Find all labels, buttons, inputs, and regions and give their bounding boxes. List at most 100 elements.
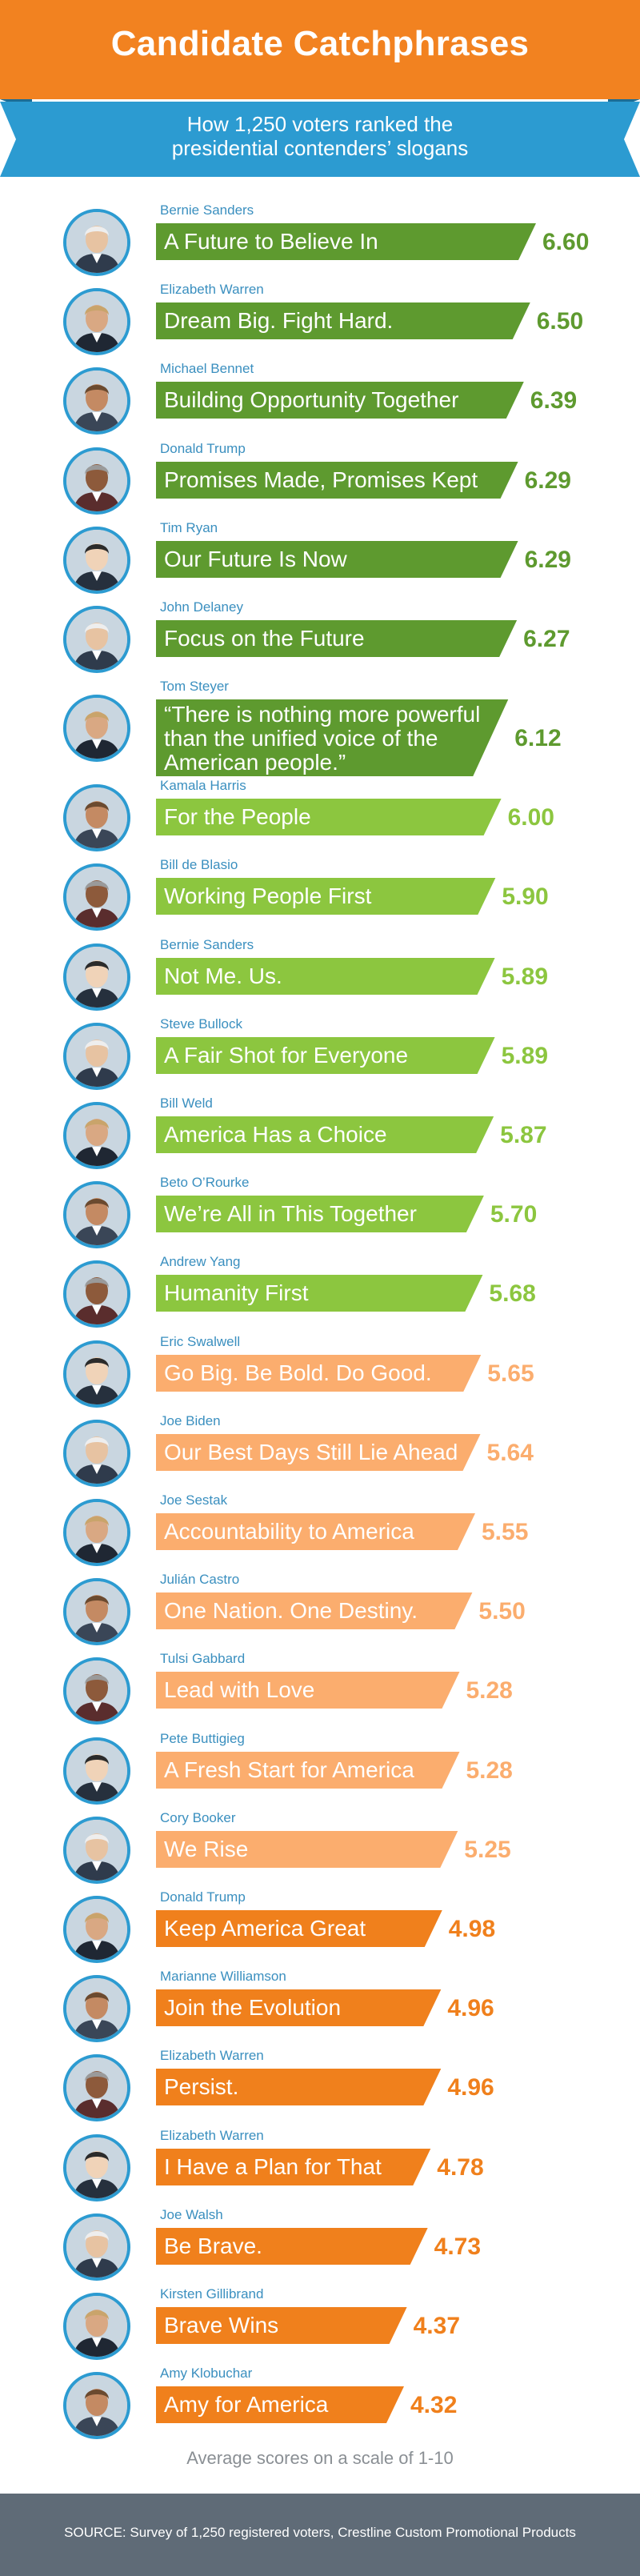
slogan-row: Kirsten Gillibrand Brave Wins 4.37 [0, 2286, 640, 2366]
candidate-name: John Delaney [160, 599, 243, 615]
candidate-portrait-icon [66, 371, 127, 432]
score-bar-shape [156, 1116, 494, 1153]
source-text: SOURCE: Survey of 1,250 registered voter… [64, 2525, 576, 2540]
score-label: 5.70 [490, 1201, 538, 1228]
candidate-name: Amy Klobuchar [160, 2366, 253, 2382]
slogan-row: Elizabeth Warren Persist. 4.96 [0, 2048, 640, 2127]
candidate-name: Joe Walsh [160, 2206, 223, 2222]
candidate-name: Elizabeth Warren [160, 2127, 264, 2143]
score-label: 6.27 [523, 626, 570, 652]
slogan-row: Beto O’Rourke We’re All in This Together 5… [0, 1175, 640, 1254]
slogan-row: Tulsi Gabbard Lead with Love 5.28 [0, 1651, 640, 1730]
score-bar-fill [156, 1910, 442, 1947]
score-label: 6.29 [524, 467, 571, 494]
score-bar: Our Best Days Still Lie Ahead [156, 1433, 481, 1471]
score-label: 5.89 [501, 963, 548, 990]
score-label: 5.65 [487, 1360, 534, 1387]
slogan-row: Michael Bennet Building Opportunity Toget… [0, 361, 640, 440]
score-bar: I Have a Plan for That [156, 2148, 431, 2185]
score-bar-shape [156, 2386, 404, 2424]
score-bar-shape [156, 223, 536, 260]
score-bar: Working People First [156, 878, 496, 915]
score-label: 6.50 [536, 308, 584, 335]
candidate-name: Kamala Harris [160, 778, 246, 794]
slogan-row: Bernie Sanders Not Me. Us. 5.89 [0, 937, 640, 1016]
candidate-photo [63, 943, 130, 1011]
slogan-text: A Fresh Start for America [164, 1757, 414, 1782]
candidate-portrait-icon [66, 787, 127, 849]
candidate-photo [63, 1340, 130, 1408]
candidate-portrait-icon [66, 1740, 127, 1801]
candidate-portrait-icon [66, 1343, 127, 1404]
score-label: 5.89 [501, 1042, 548, 1069]
candidate-portrait-icon [66, 1899, 127, 1960]
slogan-row: Joe Biden Our Best Days Still Lie Ahead 5.… [0, 1413, 640, 1492]
score-bar-shape [156, 2227, 428, 2265]
scale-footnote: Average scores on a scale of 1-10 [186, 2448, 454, 2468]
score-bar: For the People [156, 799, 502, 836]
score-label: 6.39 [530, 387, 578, 415]
page-title: Candidate Catchphrases [110, 24, 530, 63]
candidate-photo [63, 1260, 130, 1328]
score-bar-fill [156, 799, 502, 836]
score-bar-fill [156, 1751, 460, 1789]
score-label: 5.90 [502, 883, 549, 911]
subtitle: How 1,250 voters ranked the presidential… [0, 112, 640, 160]
score-label: 4.37 [413, 2313, 460, 2339]
score-bar-shape [156, 2148, 431, 2185]
slogan-row: Steve Bullock A Fair Shot for Everyone 5.8… [0, 1016, 640, 1096]
candidate-portrait-icon [66, 1422, 127, 1484]
score-bar-fill [156, 1354, 482, 1392]
candidate-photo [63, 2054, 130, 2122]
candidate-name: Eric Swalwell [160, 1333, 241, 1349]
slogan-text: We Rise [164, 1836, 249, 1861]
score-bar-fill [156, 1196, 484, 1233]
slogan-row: John Delaney Focus on the Future 6.27 [0, 599, 640, 679]
candidate-photo [63, 1102, 130, 1169]
score-label: 5.68 [489, 1280, 536, 1308]
score-bar-fill [156, 540, 518, 578]
score-bar-shape [156, 1592, 473, 1630]
slogan-row: Tim Ryan Our Future Is Now 6.29 [0, 520, 640, 599]
slogan-text: America Has a Choice [164, 1122, 387, 1147]
slogan-text: Be Brave. [164, 2233, 262, 2258]
score-bar: Focus on the Future [156, 620, 518, 657]
slogan-text: Persist. [164, 2074, 239, 2100]
candidate-portrait-icon [66, 1661, 127, 1722]
candidate-photo [63, 1896, 130, 1963]
slogan-row: Joe Sestak Accountability to America 5.55 [0, 1492, 640, 1572]
candidate-photo [63, 695, 130, 763]
score-bar: Keep America Great [156, 1910, 442, 1947]
score-bar-shape [156, 1751, 460, 1789]
slogan-row: Marianne Williamson Join the Evolution 4.9… [0, 1969, 640, 2048]
slogan-text: Join the Evolution [164, 1995, 342, 2021]
score-bar-shape [156, 2307, 407, 2344]
candidate-photo [63, 1816, 130, 1884]
candidate-portrait-icon [66, 1819, 127, 1881]
slogan-text: Our Future Is Now [164, 546, 347, 571]
score-label: 6.29 [524, 546, 571, 573]
slogan-text: Our Best Days Still Lie Ahead [164, 1439, 458, 1464]
score-label: 6.60 [542, 229, 590, 255]
score-bar: Amy for America [156, 2386, 404, 2424]
score-bar: America Has a Choice [156, 1116, 494, 1153]
slogan-text: Brave Wins [164, 2313, 279, 2338]
score-bar-fill [156, 2386, 404, 2424]
score-bar-shape [156, 302, 530, 340]
candidate-portrait-icon [66, 609, 127, 670]
score-bar-fill [156, 620, 518, 657]
score-bar: “There is nothing more powerful than the… [156, 699, 509, 777]
score-bar-shape [156, 699, 509, 777]
candidate-portrait-icon [66, 1502, 127, 1563]
subtitle-line: How 1,250 voters ranked the [186, 112, 454, 136]
candidate-name: Julián Castro [160, 1572, 240, 1588]
candidate-portrait-icon [66, 1264, 127, 1325]
score-label: 4.32 [410, 2392, 458, 2419]
candidate-photo [63, 447, 130, 515]
candidate-name: Donald Trump [160, 1889, 246, 1905]
slogan-text: I Have a Plan for That [164, 2153, 382, 2179]
candidate-name: Bill Weld [160, 1096, 213, 1111]
slogan-text: Lead with Love [164, 1677, 315, 1703]
score-bar: Not Me. Us. [156, 957, 495, 995]
